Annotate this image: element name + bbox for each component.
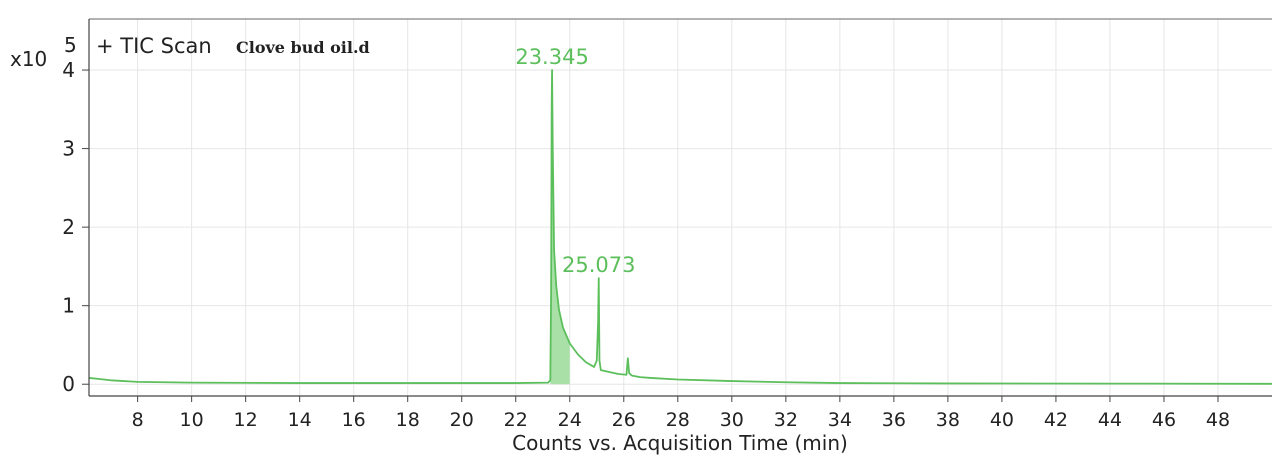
x-tick-label: 12 [234,409,258,431]
x-tick-label: 24 [558,409,582,431]
y-exponent-power: 5 [64,33,77,57]
y-tick-label: 4 [62,58,75,82]
chromatogram-trace [88,69,1272,385]
x-tick-label: 26 [612,409,636,431]
peak-label: 25.073 [562,253,635,277]
x-tick-label: 42 [1044,409,1068,431]
x-tick-label: 18 [396,409,420,431]
x-tick-label: 48 [1206,409,1230,431]
x-tick-label: 46 [1152,409,1176,431]
x-tick-label: 20 [450,409,474,431]
chromatogram-fill [550,70,570,385]
peak-label: 23.345 [515,45,588,69]
y-tick-label: 2 [62,215,75,239]
x-axis-ticks: 8 10 12 14 16 18 20 22 24 26 28 30 32 34 36 38 40 42 44 46 4… [132,396,1230,431]
peak-annotations: 23.345 25.073 [515,45,635,277]
y-tick-label: 1 [62,294,75,318]
x-tick-label: 32 [774,409,798,431]
x-tick-label: 14 [288,409,312,431]
x-tick-label: 16 [342,409,366,431]
chart-title-file: Clove bud oil.d [236,38,370,57]
x-tick-label: 36 [882,409,906,431]
x-tick-label: 22 [504,409,528,431]
y-exponent-label: x10 [10,47,47,71]
x-tick-label: 34 [828,409,852,431]
y-tick-label: 3 [62,137,75,161]
y-tick-label: 0 [62,372,75,396]
x-tick-label: 10 [180,409,204,431]
x-tick-label: 8 [132,409,144,431]
x-tick-label: 44 [1098,409,1122,431]
x-tick-label: 40 [990,409,1014,431]
x-tick-label: 30 [720,409,744,431]
x-axis-label: Counts vs. Acquisition Time (min) [512,431,848,455]
x-tick-label: 38 [936,409,960,431]
chart-title-prefix: + TIC Scan [96,34,212,58]
tic-series-line [88,69,1272,385]
x-tick-label: 28 [666,409,690,431]
plot-background [89,19,1272,396]
y-axis-ticks: 0 1 2 3 4 [62,58,89,396]
peak-area-fill [550,70,570,385]
